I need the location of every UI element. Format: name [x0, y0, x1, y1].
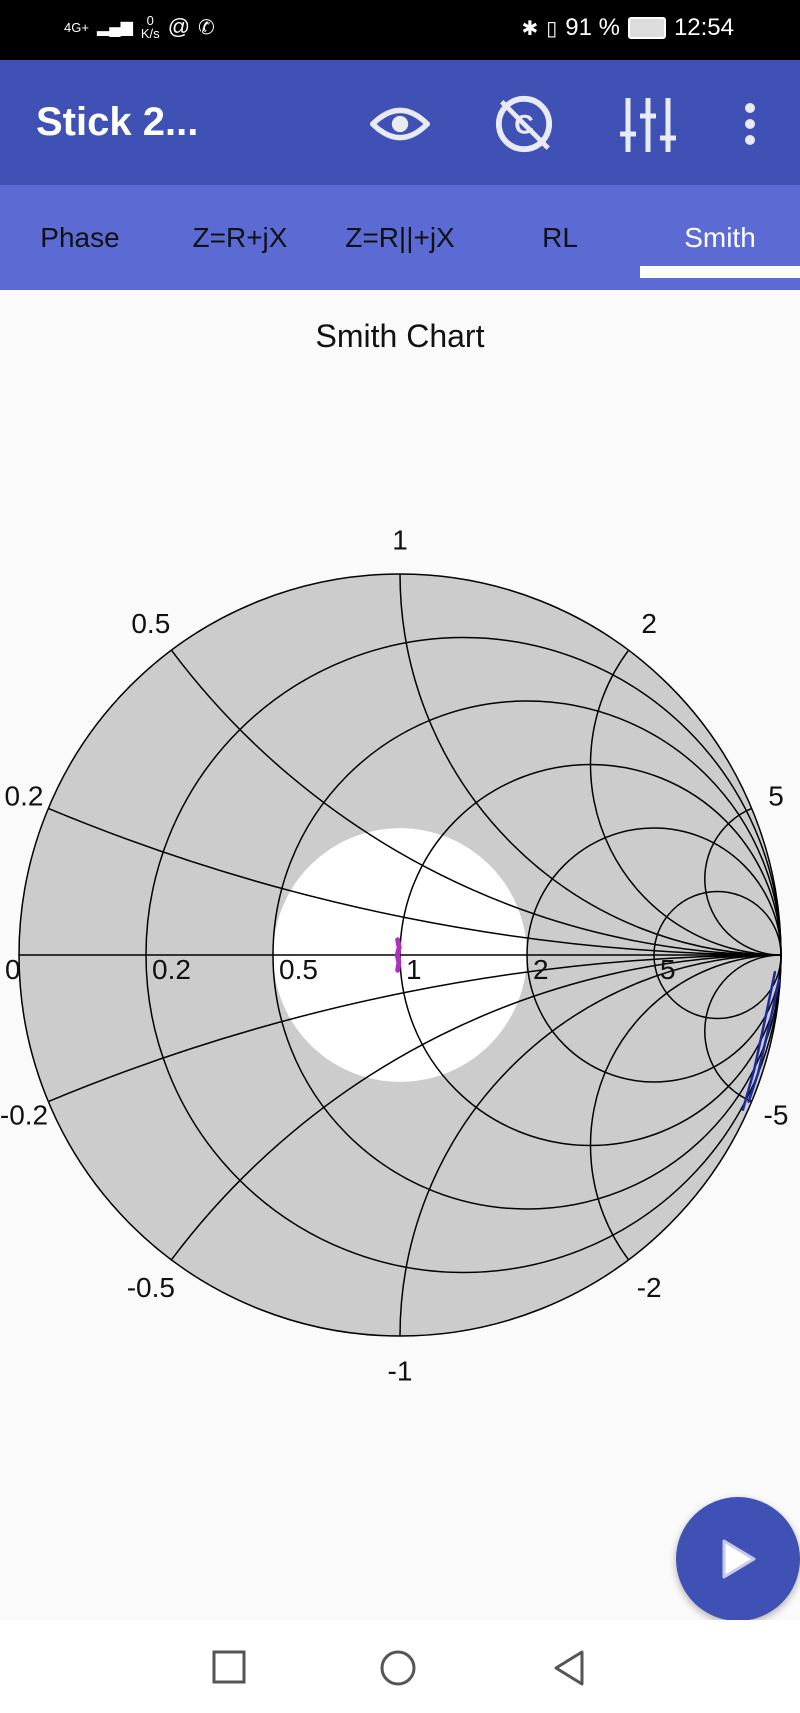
reactance-label: 1: [392, 525, 408, 556]
toolbar: Stick 2... C: [0, 60, 800, 185]
grid: [19, 573, 782, 1337]
more-vert-icon[interactable]: [720, 94, 780, 154]
reactance-label: 0.5: [131, 608, 170, 639]
data-trace-2: [747, 978, 781, 1103]
home-icon[interactable]: [380, 1650, 416, 1691]
reactance-label: -0.5: [127, 1272, 175, 1303]
reactance-arc: [399, 954, 782, 1337]
whatsapp-icon: ✆: [198, 16, 215, 39]
at-icon: @: [167, 14, 191, 39]
network-indicator: 4G+: [64, 19, 89, 35]
reactance-arc: [704, 954, 782, 1103]
recents-icon[interactable]: [212, 1650, 246, 1689]
tab-z-series[interactable]: Z=R+jX: [192, 221, 288, 253]
reactance-label: -5: [764, 1100, 789, 1131]
navigation-bar: [0, 1620, 800, 1713]
reactance-label: -1: [388, 1355, 413, 1386]
no-camera-icon[interactable]: C: [494, 94, 554, 154]
resistance-label: 0.5: [279, 954, 318, 985]
reactance-arc: [589, 954, 782, 1261]
tab-smith[interactable]: Smith: [640, 185, 800, 290]
vibrate-icon: ▯: [546, 17, 558, 40]
smith-chart: 0 0.2 0.5 1 2 5 0.2 0.5 1 2 5 -0.2 -0.5 -1 -2 -5: [0, 525, 789, 1387]
play-icon: [722, 1539, 756, 1579]
reactance-arc: [589, 649, 782, 956]
reactance-arc: [48, 954, 782, 1103]
reactance-arc: [704, 807, 782, 956]
play-button[interactable]: [676, 1497, 800, 1621]
data-trace-1: [741, 970, 777, 1111]
resistance-label: 5: [660, 954, 676, 985]
resistance-label: 2: [533, 954, 549, 985]
reactance-arc: [48, 807, 782, 956]
reactance-arc: [170, 649, 782, 956]
resistance-label: 0: [5, 954, 21, 985]
reactance-arc: [399, 573, 782, 956]
resistance-label: 1: [406, 954, 422, 985]
battery-text: 91 %: [565, 14, 620, 41]
status-bar: 4G+ ▂▄▆ 0 K/s @ ✆ ✱ ▯ 91 % 12:54: [0, 0, 800, 60]
tab-phase[interactable]: Phase: [40, 221, 120, 253]
reactance-arc: [170, 954, 782, 1261]
reactance-label: -0.2: [0, 1100, 48, 1131]
chart-title: Smith Chart: [315, 318, 485, 354]
speed-value: 0: [146, 13, 154, 28]
sliders-icon[interactable]: [618, 94, 678, 154]
signal-icon: ▂▄▆: [96, 19, 133, 36]
reactance-label: 0.2: [5, 780, 44, 811]
tab-z-parallel[interactable]: Z=R||+jX: [345, 221, 455, 253]
tab-bar: Phase Z=R+jX Z=R||+jX RL Smith: [0, 185, 800, 290]
time: 12:54: [673, 14, 734, 41]
bluetooth-icon: ✱: [521, 17, 539, 40]
data-trace-0: [394, 937, 402, 973]
tab-rl[interactable]: RL: [542, 221, 578, 253]
reactance-label: -2: [637, 1272, 662, 1303]
reactance-label: 2: [641, 608, 657, 639]
eye-icon[interactable]: [370, 94, 430, 154]
back-icon[interactable]: [552, 1650, 586, 1691]
reactance-label: 5: [768, 780, 784, 811]
app-title: Stick 2...: [36, 100, 199, 144]
speed-unit: K/s: [140, 26, 160, 41]
resistance-label: 0.2: [152, 954, 191, 985]
battery-icon: [627, 17, 666, 39]
